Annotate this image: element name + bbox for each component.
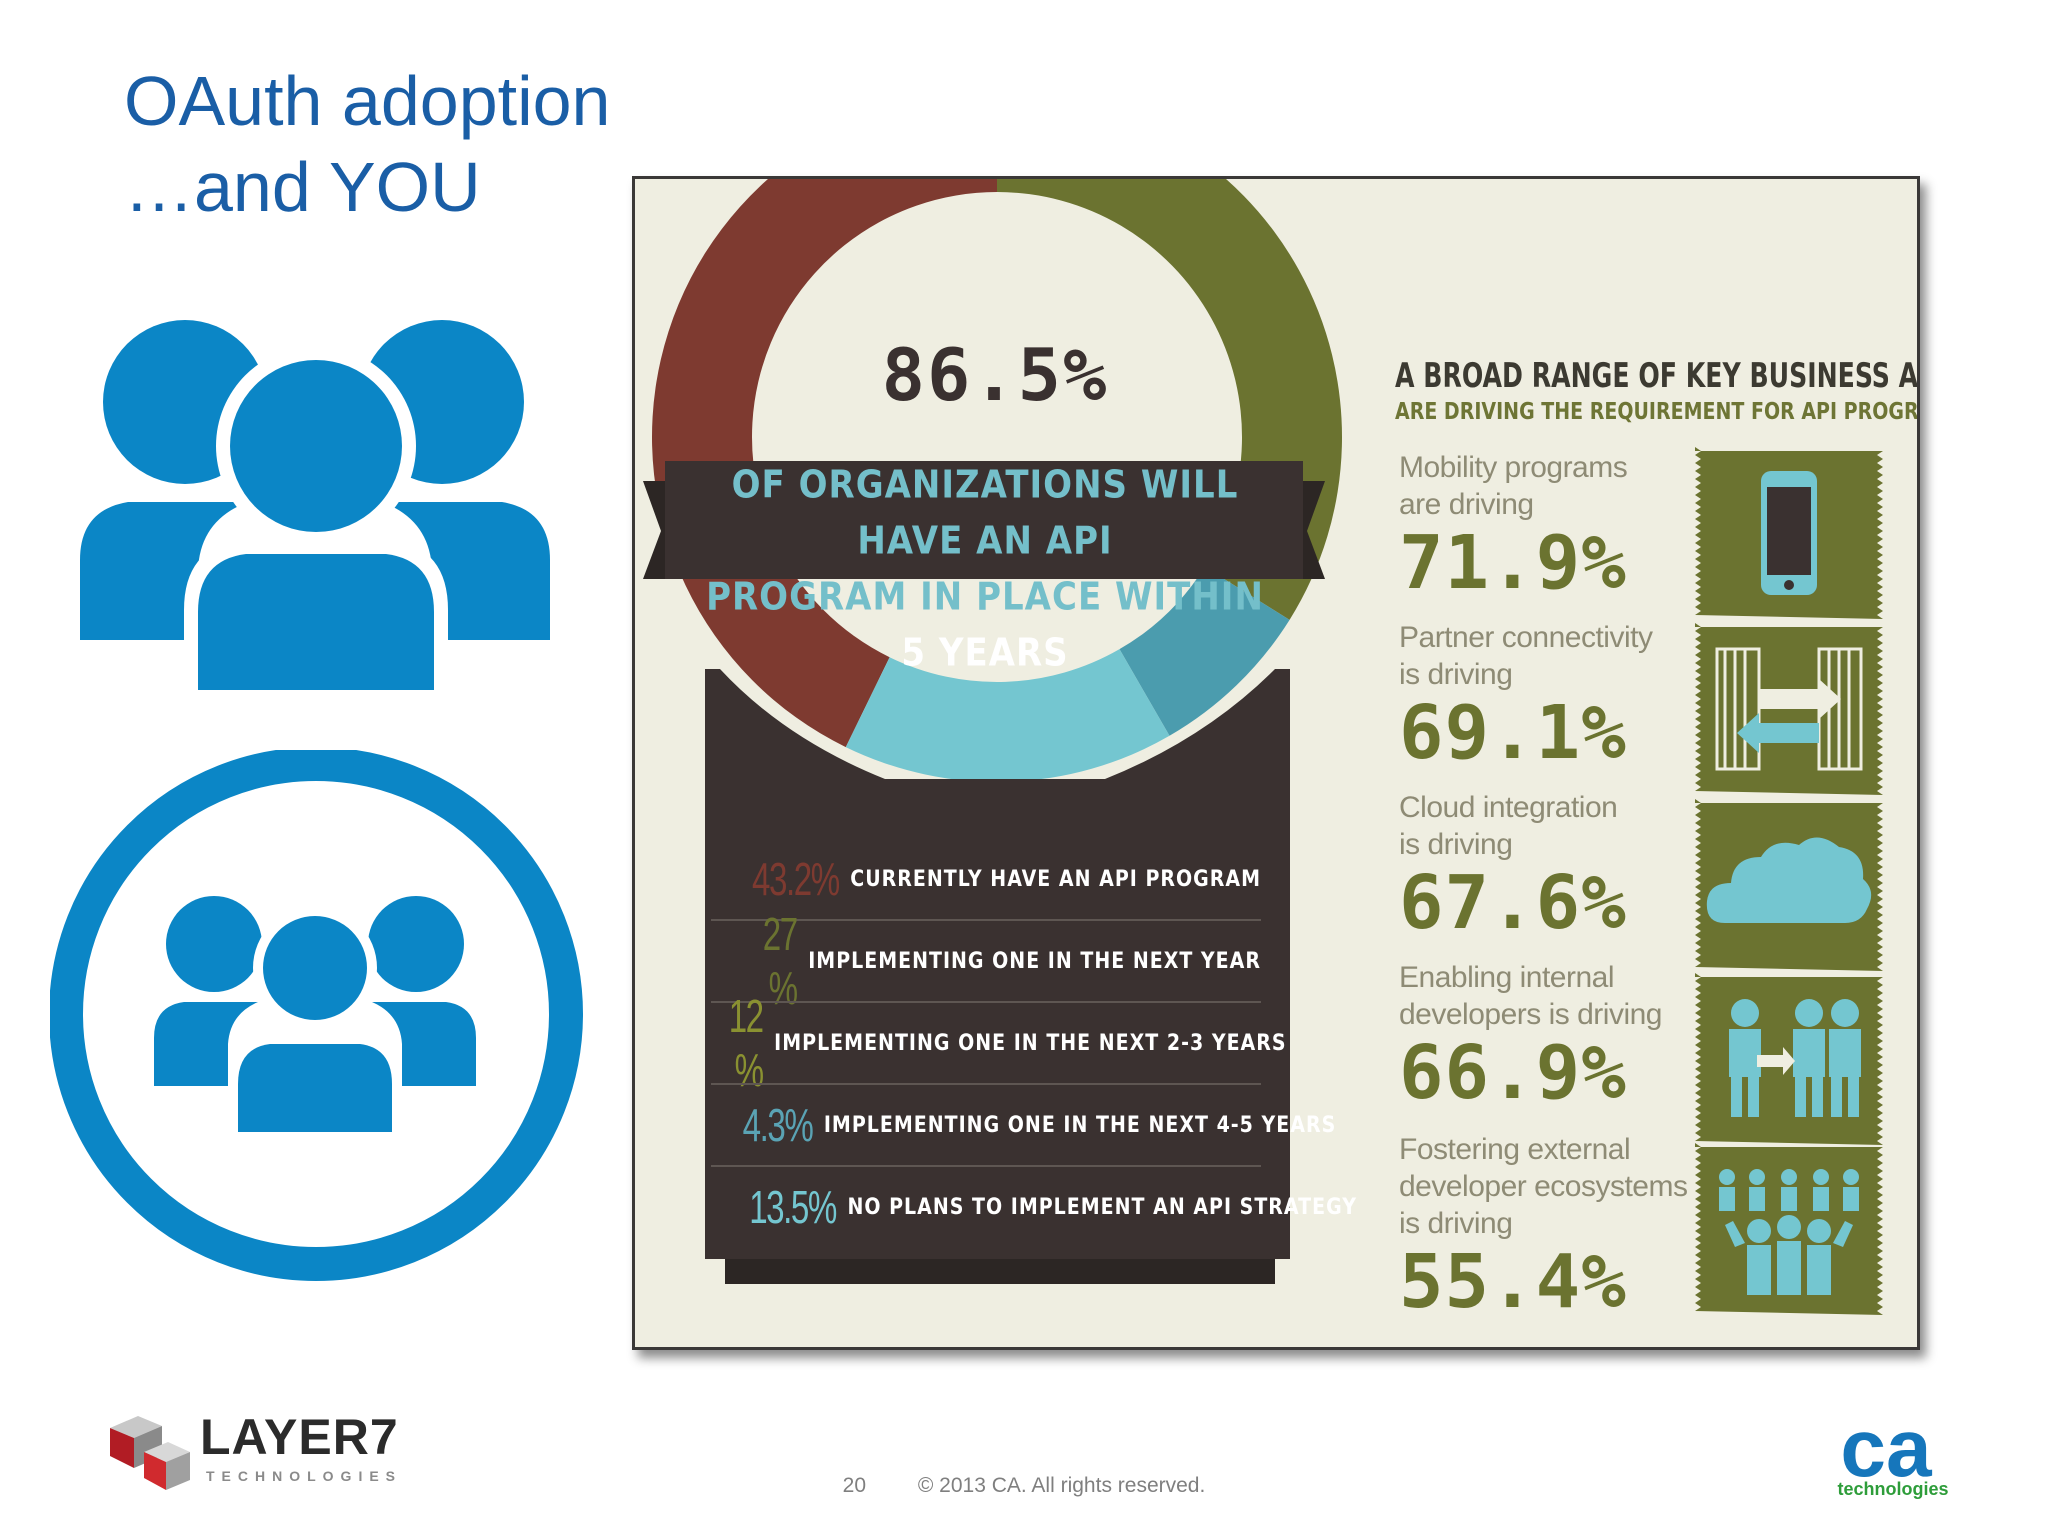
stat-label: IMPLEMENTING ONE IN THE NEXT 2-3 YEARS [774, 1030, 1287, 1056]
aim-label-line2: is driving [1399, 828, 1513, 861]
slide-title-line1: OAuth adoption [124, 62, 611, 140]
aim-label-line1: Partner connectivity [1399, 621, 1653, 654]
aim-percentage: 71.9% [1399, 520, 1627, 606]
stat-row: 43.2% CURRENTLY HAVE AN API PROGRAM [711, 839, 1261, 919]
api-infographic: 86.5% OF ORGANIZATIONS WILL HAVE AN API … [632, 176, 1920, 1350]
stat-value: 4.3% [742, 1099, 814, 1151]
aim-percentage: 69.1% [1399, 690, 1627, 776]
partner-doors-arrows-icon [1715, 647, 1863, 771]
aims-subheading: ARE DRIVING THE REQUIREMENT FOR API PROG… [1395, 398, 1920, 426]
group-people-icon [80, 320, 550, 690]
layer7-subtitle: TECHNOLOGIES [206, 1468, 403, 1484]
aim-internal-developers: Enabling internal developers is driving … [1399, 959, 1689, 1113]
ca-subtitle: technologies [1837, 1479, 1949, 1499]
stat-row: 27 % IMPLEMENTING ONE IN THE NEXT YEAR [711, 908, 1261, 1014]
aim-label-line1: Enabling internal [1399, 961, 1615, 994]
headline-banner: OF ORGANIZATIONS WILL HAVE AN API PROGRA… [695, 457, 1275, 681]
stat-row: 4.3% IMPLEMENTING ONE IN THE NEXT 4-5 YE… [711, 1083, 1335, 1165]
page-number: 20 [842, 1474, 867, 1497]
layer7-cubes-icon [110, 1416, 190, 1490]
slide-footer: 20 © 2013 CA. All rights reserved. [0, 1474, 2048, 1498]
layer7-wordmark: LAYER7 [200, 1409, 399, 1465]
donut-segment-no-plans [845, 649, 1170, 783]
aim-label-line2: are driving [1399, 488, 1534, 521]
aim-label-line2: developer ecosystems [1399, 1170, 1688, 1203]
internal-developers-icon [1729, 999, 1861, 1117]
aim-external-ecosystems: Fostering external developer ecosystems … [1399, 1131, 1689, 1322]
stat-value: 27 % [762, 908, 798, 1014]
donut-chart [643, 179, 1883, 1315]
aim-label-line2: is driving [1399, 658, 1513, 691]
stat-label: IMPLEMENTING ONE IN THE NEXT 4-5 YEARS [823, 1112, 1337, 1138]
stat-value: 13.5% [749, 1181, 837, 1233]
developer-ecosystem-crowd-icon [1719, 1169, 1859, 1295]
copyright-text: © 2013 CA. All rights reserved. [917, 1474, 1206, 1497]
stat-value: 43.2% [752, 853, 840, 905]
aim-label-line1: Mobility programs [1399, 451, 1628, 484]
banner-line2: PROGRAM IN PLACE WITHIN 5 YEARS [695, 569, 1275, 681]
aim-label-line3: is driving [1399, 1207, 1513, 1240]
aim-label-line2: developers is driving [1399, 998, 1662, 1031]
layer7-logo: LAYER7 TECHNOLOGIES [104, 1406, 424, 1498]
aim-mobility: Mobility programs are driving 71.9% [1399, 449, 1689, 603]
aim-partner: Partner connectivity is driving 69.1% [1399, 619, 1689, 773]
slide-title-line2: …and YOU [124, 148, 481, 226]
group-in-circle-icon [50, 750, 583, 1281]
aim-label-line1: Cloud integration [1399, 791, 1618, 824]
stat-value: 12 % [728, 990, 764, 1096]
aim-percentage: 66.9% [1399, 1030, 1627, 1116]
stat-label: IMPLEMENTING ONE IN THE NEXT YEAR [808, 948, 1261, 974]
stat-row: 12 % IMPLEMENTING ONE IN THE NEXT 2-3 YE… [711, 990, 1286, 1096]
ca-wordmark: ca [1840, 1410, 1933, 1494]
banner-line1: OF ORGANIZATIONS WILL HAVE AN API [731, 462, 1239, 564]
aim-label-line1: Fostering external [1399, 1133, 1631, 1166]
stat-label: NO PLANS TO IMPLEMENT AN API STRATEGY [847, 1194, 1358, 1220]
donut-segment-4-5-years [1119, 566, 1290, 736]
banner-line2-highlight: 5 YEARS [901, 630, 1069, 676]
stat-row: 13.5% NO PLANS TO IMPLEMENT AN API STRAT… [711, 1165, 1356, 1247]
aim-percentage: 55.4% [1399, 1239, 1627, 1325]
cloud-icon [1706, 837, 1872, 923]
stat-label: CURRENTLY HAVE AN API PROGRAM [850, 866, 1261, 892]
aim-percentage: 67.6% [1399, 860, 1627, 946]
aims-heading: A BROAD RANGE OF KEY BUSINESS AIMS [1395, 355, 1920, 396]
aim-cloud: Cloud integration is driving 67.6% [1399, 789, 1689, 943]
slide-title: OAuth adoption …and YOU [124, 58, 610, 230]
donut-segment-current [652, 179, 997, 748]
mobile-phone-icon [1761, 471, 1817, 595]
headline-percentage: 86.5% [881, 333, 1109, 417]
ca-technologies-logo: ca [1840, 1410, 1933, 1494]
banner-line2-prefix: PROGRAM IN PLACE WITHIN [706, 574, 1264, 620]
